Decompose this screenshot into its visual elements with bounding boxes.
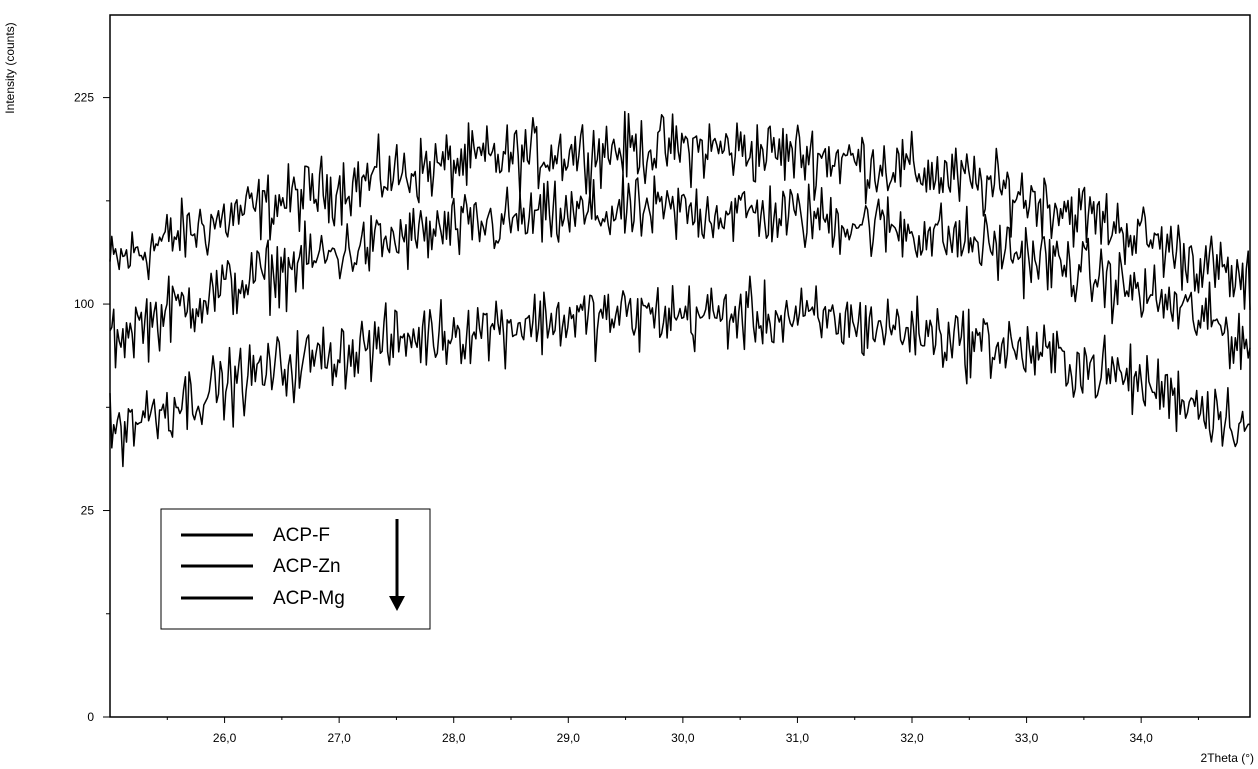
series-line-acp-mg — [109, 275, 1251, 468]
x-axis-label: 2Theta (°) — [1201, 751, 1254, 765]
legend-arrow-head — [389, 596, 405, 611]
y-axis-label: Intensity (counts) — [3, 22, 17, 113]
x-axis-ticks: 26,0 27,0 28,0 29,0 30,0 31,0 32,0 33,0 34,0 — [166, 717, 1199, 745]
y-tick-label: 25 — [81, 504, 95, 518]
x-tick-label: 28,0 — [442, 731, 466, 745]
y-tick-label: 100 — [74, 297, 94, 311]
legend: ACP-F ACP-Zn ACP-Mg — [160, 508, 431, 630]
x-tick-label: 31,0 — [786, 731, 810, 745]
x-tick-label: 32,0 — [900, 731, 924, 745]
x-tick-label: 29,0 — [557, 731, 581, 745]
series-lines — [109, 110, 1251, 468]
legend-box — [160, 508, 431, 630]
x-tick-label: 26,0 — [213, 731, 237, 745]
plot-frame — [109, 14, 1251, 718]
legend-label-acp-mg: ACP-Mg — [273, 588, 345, 609]
legend-label-acp-f: ACP-F — [273, 525, 330, 546]
series-line-acp-zn — [109, 171, 1251, 371]
x-tick-label: 34,0 — [1129, 731, 1153, 745]
x-tick-label: 27,0 — [327, 731, 351, 745]
y-tick-label: 225 — [74, 91, 94, 105]
series-line-acp-f — [109, 110, 1251, 311]
x-tick-label: 30,0 — [671, 731, 695, 745]
y-tick-label: 0 — [87, 710, 94, 724]
x-tick-label: 33,0 — [1015, 731, 1039, 745]
y-axis-ticks: 225 100 25 0 — [74, 91, 110, 724]
legend-label-acp-zn: ACP-Zn — [273, 556, 341, 577]
